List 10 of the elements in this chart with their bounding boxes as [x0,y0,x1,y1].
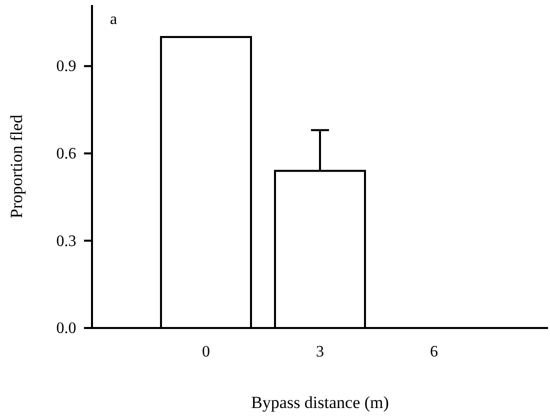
x-tick-label: 0 [202,344,210,361]
y-tick-label: 0.6 [56,146,76,163]
x-tick-label: 6 [430,344,438,361]
annotation: a [110,11,118,28]
y-tick-label: 0.3 [56,232,76,250]
y-tick-label: 0.9 [56,58,76,76]
x-axis-title: Bypass distance (m) [251,393,389,412]
y-axis-title: Proportion fled [7,114,26,218]
x-tick-label: 3 [316,344,324,361]
y-tick-label: 0.0 [56,320,76,338]
